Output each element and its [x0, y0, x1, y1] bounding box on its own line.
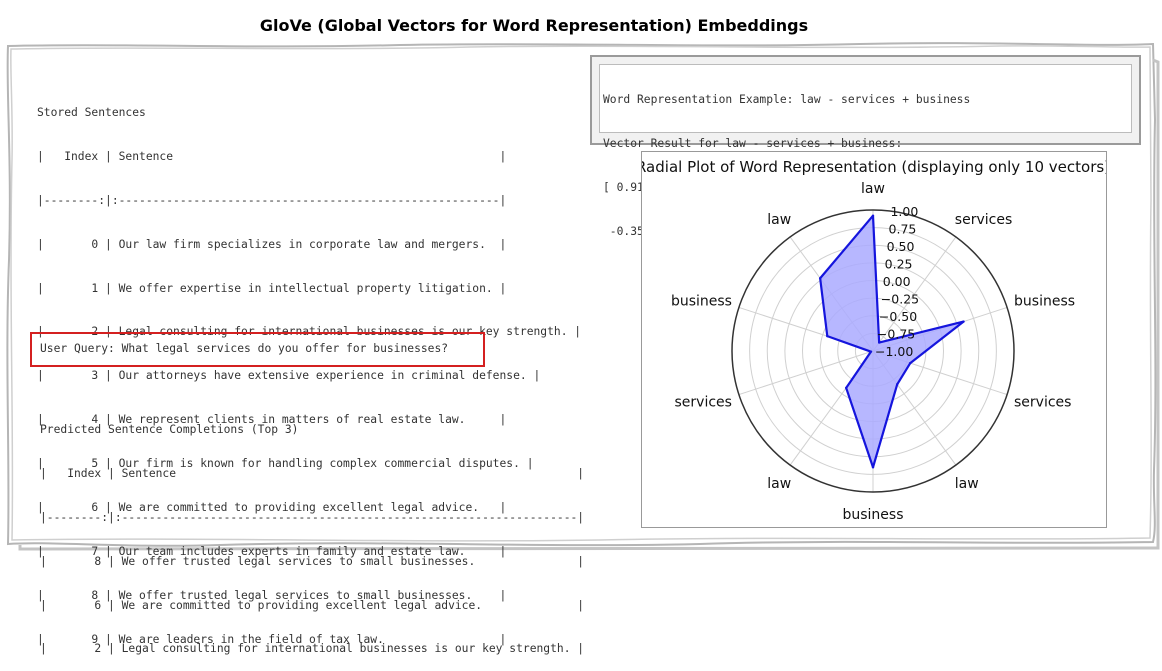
category-label: business — [671, 294, 732, 310]
predicted-table-header: | Index | Sentence | — [40, 466, 585, 480]
word-representation-output: Word Representation Example: law - servi… — [599, 64, 1132, 238]
stored-table-separator: |--------:|:----------------------------… — [37, 193, 507, 207]
data-point — [877, 341, 881, 344]
radial-plot-panel: Radial Plot of Word Representation (disp… — [636, 151, 1110, 528]
user-query-text: User Query: What legal services do you o… — [40, 342, 449, 355]
predicted-completions-block: Predicted Sentence Completions (Top 3) |… — [40, 395, 584, 671]
data-point — [896, 383, 899, 386]
category-label: services — [1014, 394, 1071, 410]
radial-tick-label: 0.50 — [887, 239, 915, 254]
data-point — [871, 466, 875, 469]
data-point — [844, 386, 848, 390]
data-point — [869, 350, 873, 353]
table-row: | 3 | Our attorneys have extensive exper… — [37, 369, 541, 383]
radial-tick-label: 0.75 — [889, 221, 917, 236]
table-row: | 6 | We are committed to providing exce… — [37, 501, 507, 515]
radial-tick-label: −0.75 — [877, 326, 915, 341]
category-label: business — [1014, 294, 1075, 310]
table-row: | 0 | Our law firm specializes in corpor… — [37, 237, 507, 251]
table-row: | 5 | Our firm is known for handling com… — [37, 457, 534, 471]
table-row: | 1 | We offer expertise in intellectual… — [37, 281, 507, 295]
radial-tick-label: −1.00 — [875, 344, 913, 359]
table-row: | 2 | Legal consulting for international… — [40, 642, 585, 656]
predicted-heading: Predicted Sentence Completions (Top 3) — [40, 423, 299, 436]
data-point — [909, 361, 912, 365]
category-label: services — [955, 212, 1012, 228]
category-label: law — [955, 476, 979, 492]
radial-tick-label: −0.25 — [881, 291, 919, 306]
chart-title: Radial Plot of Word Representation (disp… — [642, 158, 1106, 176]
radial-tick-label: 0.00 — [883, 274, 911, 289]
data-point — [818, 277, 822, 280]
data-point — [871, 214, 875, 217]
outer-circle — [731, 209, 1015, 493]
word-representation-example-panel: Word Representation Example: law - servi… — [590, 55, 1141, 238]
table-row: | 4 | We represent clients in matters of… — [37, 413, 507, 427]
stored-table-header: | Index | Sentence | — [37, 149, 507, 163]
data-point — [826, 334, 829, 338]
page-title: GloVe (Global Vectors for Word Represent… — [259, 16, 809, 35]
table-row: | 2 | Legal consulting for international… — [37, 325, 582, 339]
radial-tick-label: 1.00 — [890, 204, 918, 219]
series-area — [820, 215, 964, 468]
category-label: law — [767, 476, 791, 492]
category-label: business — [842, 507, 903, 523]
predicted-table-separator: |--------:|:----------------------------… — [40, 510, 585, 524]
example-equation-line: Word Representation Example: law - servi… — [603, 93, 971, 106]
table-row: | 6 | We are committed to providing exce… — [40, 598, 585, 612]
category-label: law — [861, 181, 885, 197]
radial-plot: Radial Plot of Word Representation (disp… — [636, 158, 1110, 523]
user-query-box: User Query: What legal services do you o… — [30, 332, 485, 367]
category-label: law — [767, 212, 791, 228]
example-result-label: Vector Result for law - services + busin… — [603, 136, 903, 150]
data-point — [962, 320, 965, 323]
radial-tick-label: −0.50 — [879, 309, 917, 324]
table-row: | 8 | We offer trusted legal services to… — [40, 554, 585, 568]
radial-tick-label: 0.25 — [885, 256, 913, 271]
stored-sentences-heading: Stored Sentences — [37, 106, 146, 119]
grid-spoke — [738, 350, 874, 396]
category-label: services — [675, 394, 732, 410]
grid-spoke — [872, 236, 957, 352]
